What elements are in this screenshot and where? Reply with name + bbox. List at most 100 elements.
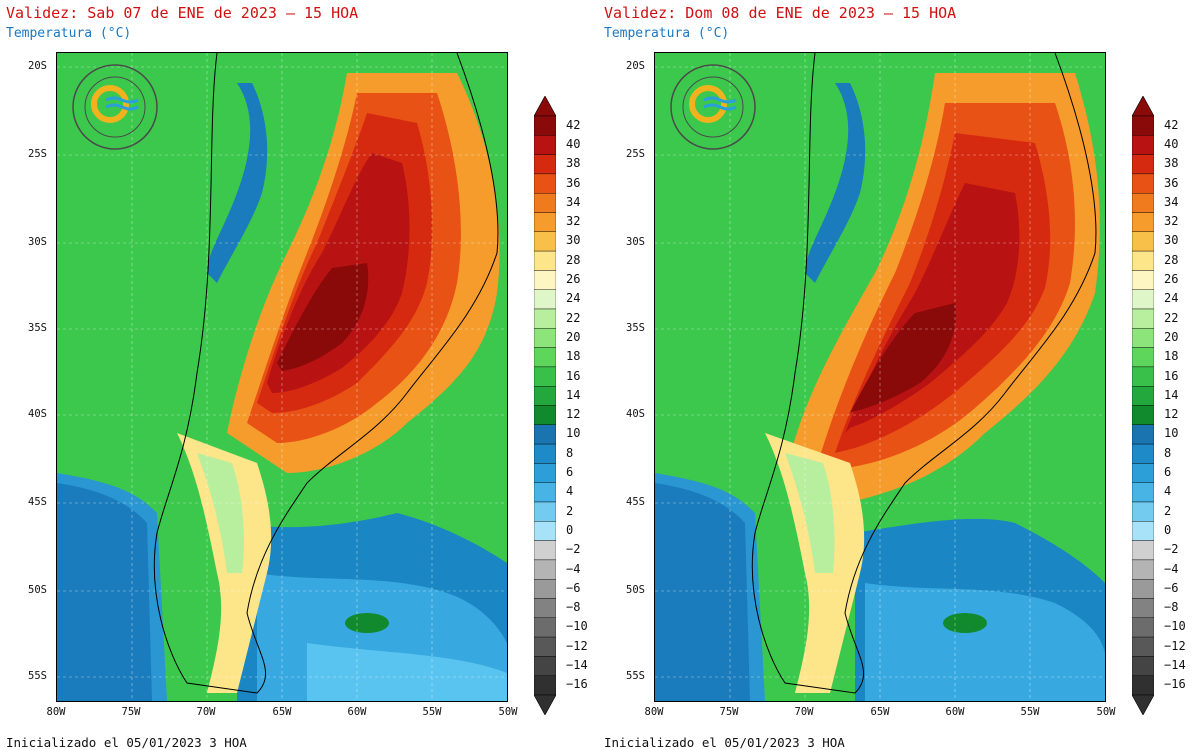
lat-label: 25S [626,148,645,160]
colorbar-segment [534,521,556,541]
colorbar-segment [1132,443,1154,464]
colorbar-segment [534,540,556,561]
lat-label: 45S [28,496,47,508]
colorbar-tick-label: 42 [1164,117,1179,132]
colorbar-tick-label: 26 [566,272,581,287]
colorbar-tick-label: 10 [1164,426,1179,441]
colorbar-tick-label: 10 [566,426,581,441]
lon-label: 60W [347,706,367,718]
colorbar-segment [534,463,556,483]
colorbar-tick-label: −2 [566,542,581,557]
colorbar-segment [1132,598,1154,618]
smn-logo-icon [72,64,158,150]
colorbar-segment [1132,270,1154,290]
lat-label: 25S [28,148,47,160]
lat-label: 30S [28,236,47,248]
colorbar-tick-label: 28 [566,252,581,267]
colorbar-segment [1132,115,1154,136]
colorbar-tick-label: 20 [566,329,581,344]
colorbar-tick-label: 36 [1164,175,1179,190]
panel-subtitle: Temperatura (°C) [604,26,730,41]
colorbar-segment [1132,656,1154,676]
lat-label: 35S [28,322,47,334]
colorbar-segment [1132,154,1154,175]
colorbar-arrow-bottom [1132,694,1154,715]
colorbar-tick-label: 36 [566,175,581,190]
colorbar-tick-label: 32 [1164,214,1179,229]
colorbar-segment [1132,501,1154,522]
lon-label: 50W [1096,706,1116,718]
colorbar-segment [1132,386,1154,406]
colorbar-tick-label: 22 [566,310,581,325]
lat-label: 35S [626,322,645,334]
colorbar-segment [1132,617,1154,638]
colorbar-segment [1132,540,1154,561]
colorbar-segment [534,173,556,194]
colorbar-tick-label: 6 [566,465,574,480]
lon-label: 60W [945,706,965,718]
colorbar-segment [534,579,556,599]
colorbar-tick-label: 2 [566,503,574,518]
panel-subtitle: Temperatura (°C) [6,26,132,41]
colorbar-tick-label: 38 [566,156,581,171]
colorbar-tick-label: 4 [1164,484,1172,499]
colorbar-tick-label: −16 [1164,677,1186,692]
colorbar-segment [534,366,556,387]
lat-label: 40S [626,408,645,420]
colorbar-segment [534,405,556,425]
colorbar-segment [1132,675,1154,696]
colorbar-tick-label: 16 [1164,368,1179,383]
colorbar-tick-label: 12 [566,407,581,422]
colorbar-segment [1132,405,1154,425]
colorbar-segment [534,424,556,445]
colorbar-segment [1132,212,1154,232]
colorbar-tick-label: 38 [1164,156,1179,171]
lon-label: 55W [1020,706,1040,718]
colorbar-segment [534,656,556,676]
colorbar-segment [1132,482,1154,503]
colorbar-tick-label: −16 [566,677,588,692]
colorbar-segment [1132,347,1154,368]
colorbar-tick-label: −12 [1164,638,1186,653]
colorbar-segment [534,598,556,618]
lon-label: 80W [644,706,664,718]
colorbar-segment [1132,366,1154,387]
lat-label: 50S [28,584,47,596]
lon-label: 65W [870,706,890,718]
lat-label: 40S [28,408,47,420]
colorbar-tick-label: 0 [1164,522,1172,537]
colorbar-segment [534,154,556,175]
colorbar-segment [534,212,556,232]
colorbar-arrow-top [534,96,556,117]
colorbar-tick-label: 30 [566,233,581,248]
colorbar-segment [1132,250,1154,271]
colorbar-tick-label: 12 [1164,407,1179,422]
colorbar-tick-label: −12 [566,638,588,653]
colorbar-segment [534,231,556,252]
colorbar-tick-label: 24 [1164,291,1179,306]
lon-label: 50W [498,706,518,718]
colorbar-tick-label: 0 [566,522,574,537]
colorbar-tick-label: 24 [566,291,581,306]
colorbar-tick-label: 8 [1164,445,1172,460]
colorbar-tick-label: 2 [1164,503,1172,518]
colorbar-segment [534,636,556,657]
colorbar-segment [1132,463,1154,483]
colorbar-tick-label: 16 [566,368,581,383]
panel-footer: Inicializado el 05/01/2023 3 HOA [6,735,247,750]
colorbar-segment [1132,424,1154,445]
lat-label: 20S [28,60,47,72]
colorbar-tick-label: 4 [566,484,574,499]
colorbar-arrow-bottom [534,694,556,715]
colorbar-segment [534,675,556,696]
colorbar-segment [534,347,556,368]
lat-label: 20S [626,60,645,72]
colorbar-segment [1132,636,1154,657]
colorbar-tick-label: −10 [1164,619,1186,634]
colorbar-segment [1132,231,1154,252]
smn-logo-icon [670,64,756,150]
colorbar-segment [534,386,556,406]
colorbar-segment [534,482,556,503]
colorbar-tick-label: 34 [566,194,581,209]
forecast-panel-right: Validez: Dom 08 de ENE de 2023 — 15 HOA … [598,0,1196,750]
